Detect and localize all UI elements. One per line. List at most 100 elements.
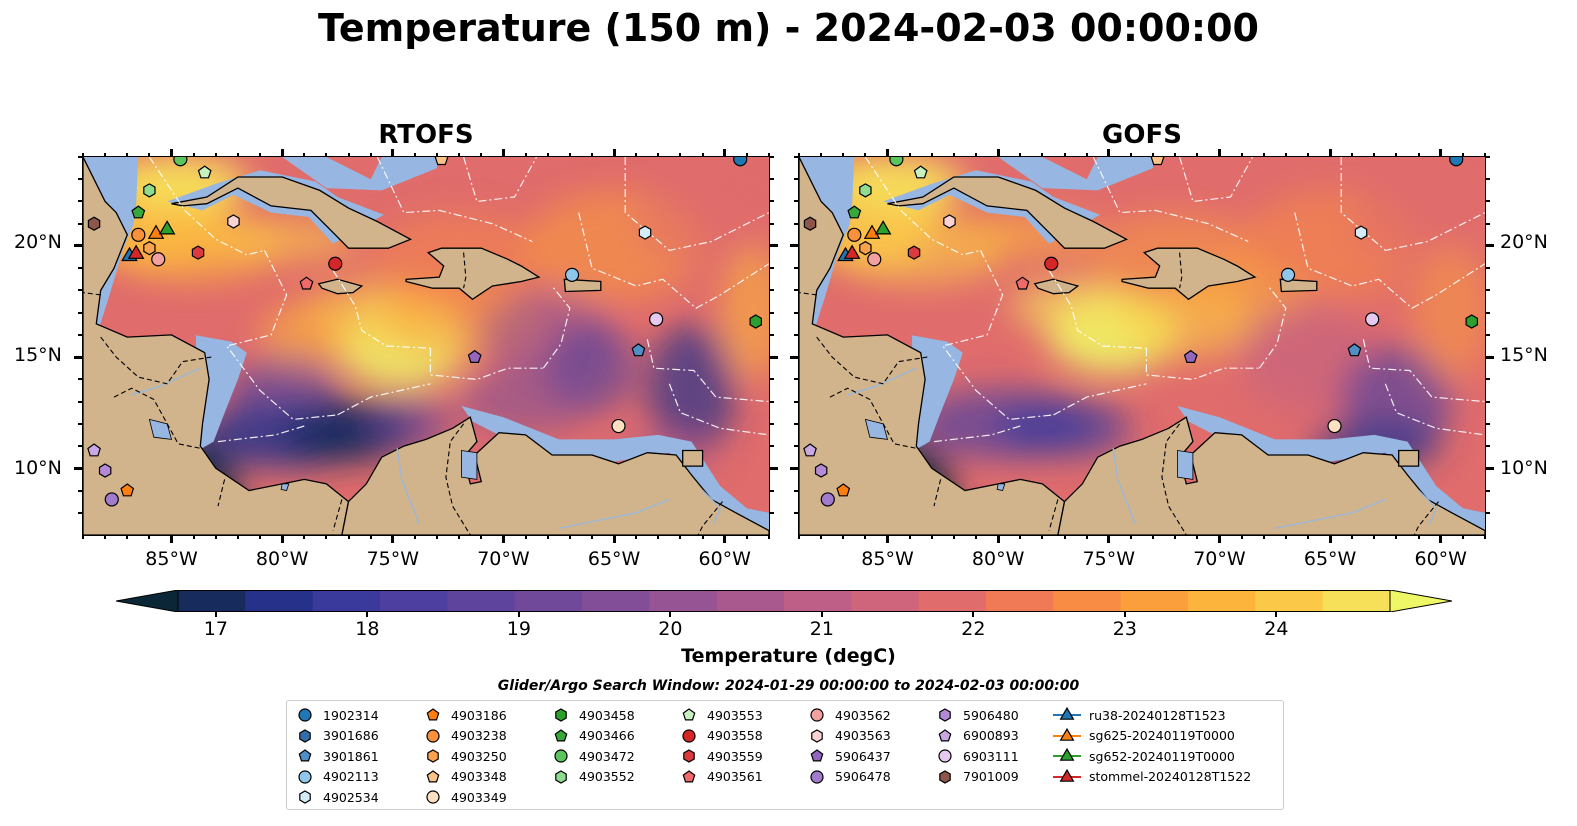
temperature-field [260, 301, 349, 369]
lake [864, 418, 889, 440]
country-border [829, 387, 917, 449]
legend-marker-icon [811, 728, 823, 743]
colorbar-segment [1120, 590, 1189, 612]
lat-minor-tick [770, 178, 774, 181]
lat-minor-tick [1486, 422, 1490, 425]
panel-title-rtofs: RTOFS [378, 120, 474, 150]
lon-minor-tick [148, 535, 151, 539]
lat-minor-tick [78, 289, 82, 292]
argo-float-4903552 [859, 183, 872, 198]
legend-marker-icon [1053, 768, 1081, 782]
legend-entry: 6903111 [935, 746, 1019, 766]
lat-major-tick [770, 244, 778, 248]
lat-major-tick [770, 466, 778, 470]
lat-minor-tick [78, 400, 82, 403]
lat-major-tick [74, 355, 82, 359]
colorbar-segment [447, 590, 516, 612]
map-canvas-rtofs [83, 157, 769, 535]
legend-entry: 4903238 [423, 726, 507, 746]
legend-label: 4903558 [707, 728, 763, 743]
lon-label: 65°W [1303, 548, 1357, 570]
lon-minor-tick [303, 153, 306, 157]
lon-minor-tick [1284, 535, 1287, 539]
argo-float-4902113 [564, 267, 580, 282]
lon-minor-tick [104, 153, 107, 157]
shelf-area [1177, 406, 1485, 531]
lon-major-tick-top [1439, 149, 1443, 157]
lon-minor-tick [1019, 153, 1022, 157]
colorbar-tick-mark [1275, 612, 1278, 617]
lat-minor-tick [1486, 445, 1490, 448]
legend-hexagon-icon [555, 708, 567, 722]
land [317, 278, 364, 295]
lon-minor-tick [1262, 535, 1265, 539]
legend-label: 4903238 [451, 728, 507, 743]
lon-minor-tick [635, 153, 638, 157]
colorbar-segment [851, 590, 920, 612]
legend-label: 4903552 [579, 769, 635, 784]
legend-marker-icon [426, 708, 440, 721]
lon-major-tick [501, 535, 505, 543]
colorbar-segment [716, 590, 785, 612]
lat-minor-tick [78, 267, 82, 270]
lon-minor-tick [126, 153, 129, 157]
lon-major-tick [170, 535, 174, 543]
argo-float-4903562 [867, 252, 882, 267]
glider-sg652-20240119T0000 [158, 220, 176, 235]
eez-boundary [148, 157, 265, 256]
legend-triangle-icon [1059, 747, 1075, 761]
colorbar-segment [312, 590, 381, 612]
land [83, 157, 350, 535]
legend-marker-icon [427, 749, 439, 763]
legend-hexagon-icon [427, 749, 439, 763]
argo-float-4903458 [1465, 314, 1479, 329]
lat-minor-tick [78, 511, 82, 514]
colorbar-segment [1322, 590, 1391, 612]
lat-major-tick [74, 244, 82, 248]
lon-minor-tick [820, 153, 823, 157]
argo-float-4903348 [434, 157, 449, 166]
lon-minor-tick [126, 535, 129, 539]
temperature-field [1411, 245, 1485, 380]
argo-float-6903111 [649, 312, 664, 327]
lon-label: 60°W [1414, 548, 1467, 570]
colorbar-segment [918, 590, 987, 612]
legend-marker-icon [554, 728, 568, 741]
country-border [83, 292, 101, 296]
eez-boundary [1362, 339, 1485, 403]
lon-minor-tick [930, 153, 933, 157]
lon-major-tick-top [723, 149, 727, 157]
legend-label: 4902534 [323, 789, 379, 805]
lat-minor-tick [78, 178, 82, 181]
river [558, 498, 670, 530]
lon-minor-tick [524, 535, 527, 539]
legend-label: 4903559 [707, 748, 763, 764]
lon-minor-tick [236, 535, 239, 539]
lat-minor-tick [1486, 489, 1490, 492]
lon-minor-tick [768, 153, 770, 157]
legend-pentagon-icon [426, 769, 440, 782]
lat-minor-tick [794, 400, 798, 403]
legend-label: 4903186 [451, 707, 507, 723]
lon-minor-tick [635, 535, 638, 539]
argo-float-4903559 [191, 245, 205, 260]
legend-marker-icon [810, 708, 824, 722]
lat-minor-tick [794, 445, 798, 448]
panel-title-gofs: GOFS [1102, 120, 1182, 150]
lat-minor-tick [794, 289, 798, 292]
lon-minor-tick [214, 535, 217, 539]
lon-minor-tick [347, 535, 350, 539]
lon-minor-tick [104, 535, 107, 539]
argo-float-4903186 [836, 483, 851, 497]
country-border [697, 501, 723, 535]
colorbar-segment [1053, 590, 1122, 612]
lat-minor-tick [794, 489, 798, 492]
lat-minor-tick [794, 267, 798, 270]
map-canvas-gofs [799, 157, 1485, 535]
lon-major-tick [391, 535, 395, 543]
lon-minor-tick [1240, 535, 1243, 539]
eez-boundary [1340, 157, 1485, 252]
legend-entry: stommel-20240128T1522 [1053, 767, 1251, 787]
land [405, 247, 541, 301]
lat-minor-tick [770, 445, 774, 448]
